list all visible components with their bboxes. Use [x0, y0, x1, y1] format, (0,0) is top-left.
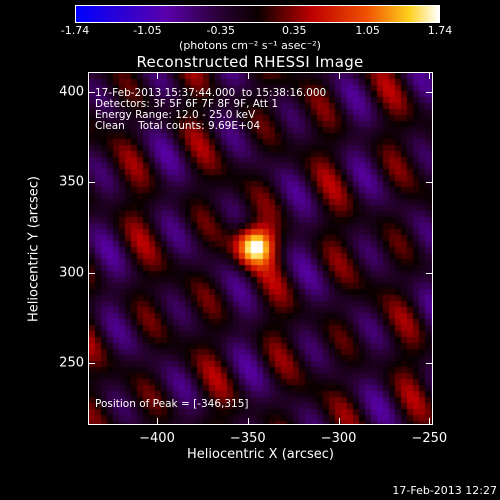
- x-tick-label: −300: [320, 431, 357, 446]
- colorbar-tick-label: -0.35: [206, 24, 236, 37]
- colorbar-tick-label: -1.05: [133, 24, 162, 37]
- y-tick-mark: [426, 272, 433, 274]
- y-tick-mark: [88, 182, 95, 184]
- colorbar-tick-label: -1.74: [60, 24, 90, 37]
- colorbar-tick-label: 0.35: [281, 24, 307, 37]
- info-block: 17-Feb-2013 15:37:44.000 to 15:38:16.000…: [95, 88, 326, 132]
- y-tick-mark: [426, 363, 433, 365]
- colorbar-tick-label: 1.05: [355, 24, 380, 37]
- y-tick-mark: [88, 272, 95, 274]
- colorbar: [75, 5, 440, 23]
- timestamp: 17-Feb-2013 12:27: [392, 484, 497, 497]
- info-energy-range: Energy Range: 12.0 - 25.0 keV: [95, 109, 256, 121]
- y-tick-mark: [426, 182, 433, 184]
- x-tick-label: −350: [229, 431, 266, 446]
- y-tick-label: 350: [59, 174, 84, 190]
- y-tick-label: 250: [59, 355, 84, 371]
- x-tick-mark: [429, 418, 431, 425]
- x-axis-label: Heliocentric X (arcsec): [187, 447, 334, 462]
- info-detectors: Detectors: 3F 5F 6F 7F 8F 9F, Att 1: [95, 98, 279, 110]
- x-tick-label: −400: [139, 431, 175, 446]
- y-tick-mark: [88, 363, 95, 365]
- x-tick-mark: [247, 418, 249, 425]
- colorbar-unit-label: (photons cm⁻² s⁻¹ asec⁻²): [179, 39, 321, 52]
- x-tick-label: −250: [411, 431, 448, 446]
- x-tick-mark: [247, 72, 249, 79]
- x-tick-mark: [157, 72, 158, 79]
- x-tick-mark: [338, 72, 340, 79]
- y-tick-label: 400: [59, 84, 84, 100]
- info-clean-counts: Clean Total counts: 9.69E+04: [95, 120, 261, 132]
- x-tick-mark: [338, 418, 340, 425]
- y-tick-label: 300: [59, 265, 84, 281]
- image-title: Reconstructed RHESSI Image: [136, 53, 364, 71]
- plot-area: [88, 72, 433, 425]
- y-tick-mark: [426, 91, 433, 93]
- x-tick-mark: [157, 418, 158, 425]
- colorbar-gradient: [76, 6, 439, 22]
- heatmap-image: [89, 73, 432, 424]
- peak-position: Position of Peak = [-346,315]: [95, 398, 249, 410]
- colorbar-tick-label: 1.74: [427, 24, 453, 37]
- y-tick-mark: [88, 91, 95, 93]
- y-axis-label: Heliocentric Y (arcsec): [26, 176, 42, 322]
- x-tick-mark: [429, 72, 431, 79]
- info-time-range: 17-Feb-2013 15:37:44.000 to 15:38:16.000: [95, 87, 327, 99]
